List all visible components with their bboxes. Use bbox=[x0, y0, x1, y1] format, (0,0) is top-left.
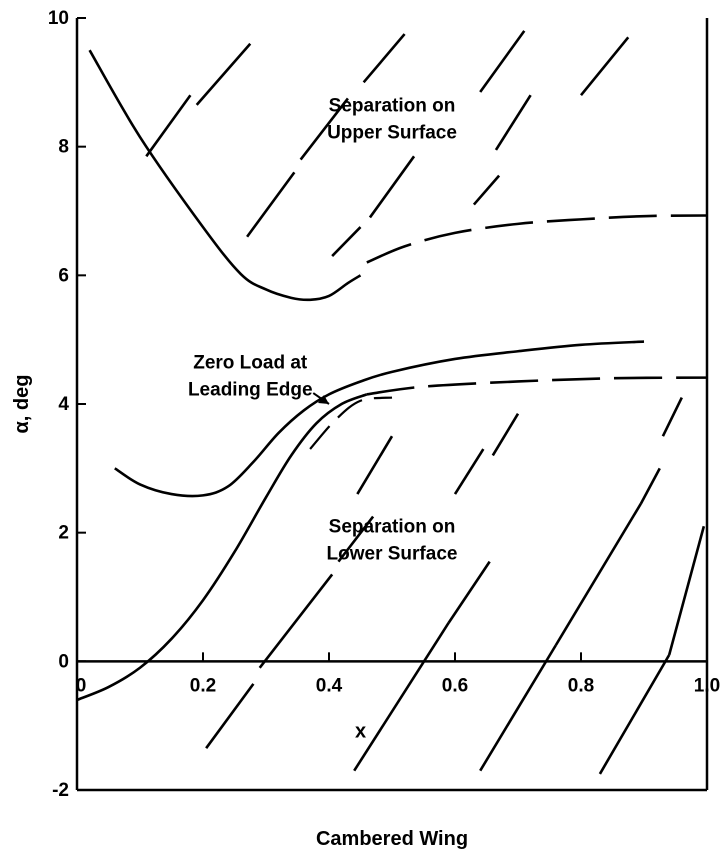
lower-separation-hatch bbox=[663, 398, 682, 437]
boundary-curve-1 bbox=[90, 50, 361, 300]
annotation-3: Separation on Lower Surface bbox=[327, 517, 458, 565]
boundary-curve-5 bbox=[367, 378, 707, 395]
x-tick-label: 0.8 bbox=[568, 675, 594, 696]
lower-separation-hatch bbox=[449, 562, 490, 623]
x-tick-label: 0.6 bbox=[442, 675, 468, 696]
x-tick-label: 0.2 bbox=[190, 675, 216, 696]
upper-separation-hatch bbox=[480, 31, 524, 92]
x-tick-label: 0.4 bbox=[316, 675, 343, 696]
y-tick-label: 6 bbox=[58, 265, 69, 286]
annotation-line: Lower Surface bbox=[327, 544, 458, 565]
upper-separation-hatch bbox=[247, 172, 294, 236]
upper-separation-hatch bbox=[474, 176, 499, 205]
upper-separation-hatch bbox=[197, 44, 251, 105]
series-layer bbox=[77, 50, 707, 700]
y-tick-label: 4 bbox=[58, 394, 69, 415]
boundary-curve-4 bbox=[77, 394, 367, 700]
annotation-line: Leading Edge bbox=[188, 380, 313, 401]
lower-separation-hatch bbox=[354, 623, 449, 771]
lower-separation-hatch bbox=[669, 526, 704, 655]
lower-separation-hatch bbox=[455, 449, 483, 494]
upper-separation-hatch bbox=[496, 95, 531, 150]
lower-separation-hatch bbox=[600, 655, 669, 774]
y-tick-label: 0 bbox=[58, 651, 69, 672]
y-tick-label: 8 bbox=[58, 137, 69, 158]
lower-separation-hatch bbox=[357, 436, 392, 494]
y-axis-label: α, deg bbox=[11, 375, 33, 434]
upper-separation-hatch bbox=[581, 37, 628, 95]
boundary-curve-6 bbox=[310, 398, 392, 449]
annotation-1: Separation on Upper Surface bbox=[327, 95, 457, 143]
chart-caption: Cambered Wing bbox=[316, 828, 468, 850]
boundary-curve-2 bbox=[367, 216, 707, 263]
upper-separation-hatch bbox=[370, 156, 414, 217]
label-layer: x α, deg Cambered Wing bbox=[11, 375, 468, 850]
lower-separation-hatch bbox=[493, 414, 518, 456]
y-tick-label: 2 bbox=[58, 523, 69, 544]
annotation-2: Zero Load at Leading Edge bbox=[188, 353, 313, 401]
annotation-layer: Separation on Upper Surface Zero Load at Le… bbox=[188, 95, 458, 564]
y-tick-label: 10 bbox=[48, 8, 69, 29]
y-tick-label: -2 bbox=[52, 780, 69, 801]
lower-separation-hatch bbox=[641, 468, 660, 503]
x-tick-label: 1.0 bbox=[694, 675, 720, 696]
x-axis-label: x bbox=[355, 720, 366, 742]
upper-separation-hatch bbox=[332, 227, 360, 256]
annotation-line: Separation on bbox=[329, 95, 456, 116]
annotation-line: Zero Load at bbox=[193, 353, 308, 374]
upper-separation-hatch bbox=[364, 34, 405, 82]
lower-separation-hatch bbox=[556, 504, 641, 646]
lower-separation-hatch bbox=[480, 645, 556, 770]
lower-separation-hatch bbox=[260, 574, 332, 667]
x-tick-label: 0 bbox=[76, 675, 87, 696]
annotation-line: Upper Surface bbox=[327, 122, 457, 143]
upper-separation-hatch bbox=[146, 95, 190, 156]
annotation-line: Separation on bbox=[329, 517, 456, 538]
